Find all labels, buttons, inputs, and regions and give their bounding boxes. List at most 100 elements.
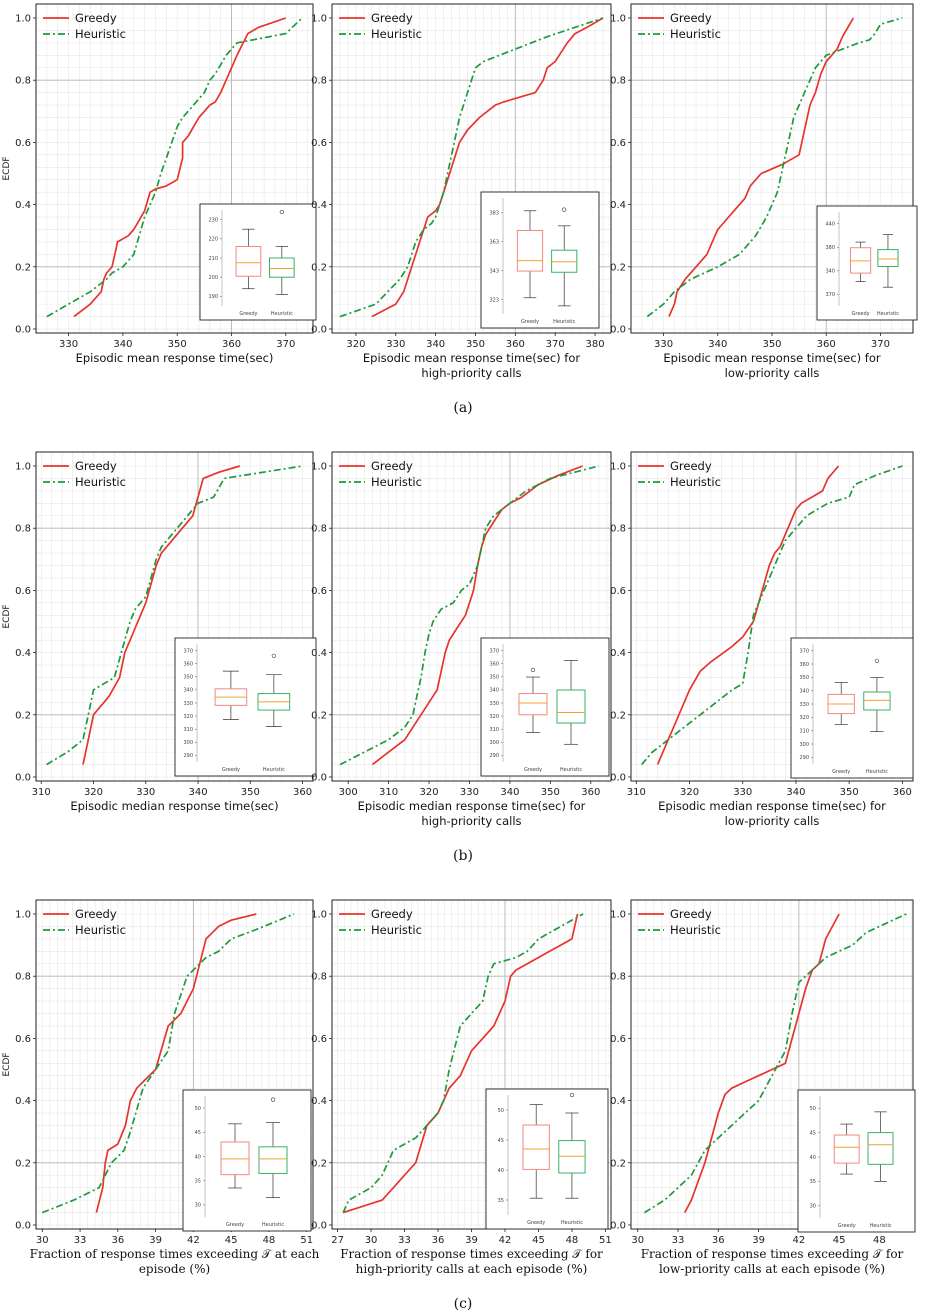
x-axis-label: high-priority calls <box>421 366 521 380</box>
x-tick-label: 340 <box>500 787 519 798</box>
legend-label-heuristic: Heuristic <box>75 27 126 41</box>
inset-y-tick-label: 370 <box>799 648 809 654</box>
x-tick-label: 360 <box>817 339 836 350</box>
x-axis-label: Episodic mean response time(sec) <box>76 351 274 365</box>
inset-y-tick-label: 300 <box>799 742 809 748</box>
inset-y-tick-label: 300 <box>183 740 193 746</box>
x-tick-label: 340 <box>188 787 207 798</box>
inset-box-greedy <box>518 693 548 716</box>
panel-b1: 0.0 0.2 0.4 0.6 0.8 1.0 310 320 330 340 350 360 Epis… <box>2 451 317 813</box>
legend: Greedy Heuristic <box>638 11 721 41</box>
x-tick-label: 42 <box>187 1235 200 1246</box>
inset-y-tick-label: 310 <box>799 728 809 734</box>
inset-outlier <box>562 207 567 212</box>
inset-boxplot: 50 45 40 35 30 Greedy Heuristic <box>182 1089 312 1232</box>
x-axis-label: high-priority calls <box>421 814 521 828</box>
y-tick-label: 0.6 <box>610 586 626 597</box>
x-tick-label: 360 <box>293 787 312 798</box>
inset-y-tick-label: 343 <box>489 268 499 274</box>
inset-outlier <box>270 1097 276 1102</box>
x-tick-label: 350 <box>241 787 260 798</box>
y-tick-label: 0.0 <box>311 325 327 336</box>
inset-box-heuristic <box>556 689 586 724</box>
inset-category-label: Heuristic <box>553 319 575 325</box>
y-tick-label: 0.6 <box>15 1034 31 1045</box>
inset-category-label: Greedy <box>832 769 850 775</box>
x-tick-label: 360 <box>581 787 600 798</box>
inset-y-tick-label: 360 <box>489 661 499 667</box>
plot-frame <box>35 451 314 782</box>
y-tick-label: 0.8 <box>15 524 31 535</box>
x-tick-label: 310 <box>627 787 646 798</box>
inset-y-tick-label: 370 <box>825 292 835 298</box>
x-axis-label: episode (%) <box>139 1262 210 1276</box>
x-axis-label: Episodic median response time(sec) <box>70 799 278 813</box>
inset-box-heuristic <box>551 249 578 273</box>
legend-label-heuristic: Heuristic <box>75 923 126 937</box>
inset-box-heuristic <box>867 1132 894 1165</box>
x-tick-label: 330 <box>59 339 78 350</box>
x-tick-label: 350 <box>762 339 781 350</box>
legend: Greedy Heuristic <box>43 907 126 937</box>
y-tick-label: 0.6 <box>311 138 327 149</box>
panel-c1: 0.0 0.2 0.4 0.6 0.8 1.0 30 33 36 39 42 45 48 51Fracti… <box>2 899 320 1276</box>
series-line-heuristic <box>339 465 600 766</box>
x-tick-label: 30 <box>365 1235 378 1246</box>
panel-b3: 0.0 0.2 0.4 0.6 0.8 1.0 310 320 330 340 350 360 Epis… <box>610 451 914 828</box>
inset-box-greedy <box>833 1134 860 1164</box>
y-tick-label: 0.2 <box>610 1158 626 1169</box>
x-tick-label: 320 <box>84 787 103 798</box>
y-tick-label: 0.6 <box>610 138 626 149</box>
y-tick-label: 0.6 <box>311 1034 327 1045</box>
y-tick-label: 0.2 <box>15 262 31 273</box>
inset-y-tick-label: 350 <box>799 675 809 681</box>
legend-label-greedy: Greedy <box>670 459 712 473</box>
y-tick-label: 0.6 <box>15 138 31 149</box>
x-axis-label: Fraction of response times exceeding 𝒯 f… <box>641 1247 904 1261</box>
inset-y-tick-label: 350 <box>489 675 499 681</box>
x-tick-label: 48 <box>566 1235 579 1246</box>
inset-y-tick-label: 340 <box>825 269 835 275</box>
inset-y-tick-label: 363 <box>489 239 499 245</box>
inset-category-label: Greedy <box>838 1223 856 1229</box>
x-tick-label: 380 <box>586 339 605 350</box>
inset-boxplot: 370 360 350 340 330 320 310 300 290 Greedy Heurist… <box>790 637 914 779</box>
x-tick-label: 310 <box>32 787 51 798</box>
x-axis-label: Episodic mean response time(sec) for <box>363 351 581 365</box>
series-line-heuristic <box>342 913 584 1213</box>
legend-label-heuristic: Heuristic <box>75 475 126 489</box>
y-tick-label: 0.4 <box>610 1096 626 1107</box>
y-tick-label: 1.0 <box>311 910 327 921</box>
x-tick-label: 33 <box>398 1235 411 1246</box>
inset-y-tick-label: 440 <box>825 222 835 228</box>
inset-y-tick-label: 200 <box>208 275 218 281</box>
y-tick-label: 1.0 <box>610 14 626 25</box>
y-tick-label: 0.8 <box>610 524 626 535</box>
inset-category-label: Heuristic <box>869 1223 891 1229</box>
inset-boxplot: 370 360 350 340 330 320 310 300 290 Greedy Heurist… <box>480 637 610 777</box>
legend-label-greedy: Greedy <box>670 907 712 921</box>
y-tick-label: 1.0 <box>610 462 626 473</box>
y-tick-label: 0.8 <box>311 972 327 983</box>
legend: Greedy Heuristic <box>339 459 422 489</box>
y-tick-label: 0.2 <box>15 1158 31 1169</box>
y-tick-label: 0.2 <box>311 710 327 721</box>
inset-boxplot: 50 45 40 35 30 Greedy Heuristic <box>797 1089 916 1233</box>
inset-category-label: Heuristic <box>262 1222 284 1228</box>
panel-a2: 0.0 0.2 0.4 0.6 0.8 1.0 320 330 340 350 360 370 380 E… <box>311 3 612 380</box>
inset-y-tick-label: 40 <box>810 1155 816 1161</box>
x-tick-label: 360 <box>893 787 912 798</box>
y-tick-label: 0.0 <box>311 773 327 784</box>
x-axis-label: low-priority calls <box>725 366 820 380</box>
inset-box-heuristic <box>269 257 295 278</box>
inset-outlier <box>874 658 880 663</box>
y-tick-label: 0.0 <box>610 325 626 336</box>
x-tick-label: 39 <box>752 1235 765 1246</box>
inset-y-tick-label: 35 <box>195 1179 201 1185</box>
series-line-heuristic <box>46 17 303 318</box>
inset-box-heuristic <box>258 1146 288 1174</box>
inset-box-greedy <box>235 245 262 277</box>
inset-y-tick-label: 340 <box>799 688 809 694</box>
y-tick-label: 1.0 <box>311 14 327 25</box>
